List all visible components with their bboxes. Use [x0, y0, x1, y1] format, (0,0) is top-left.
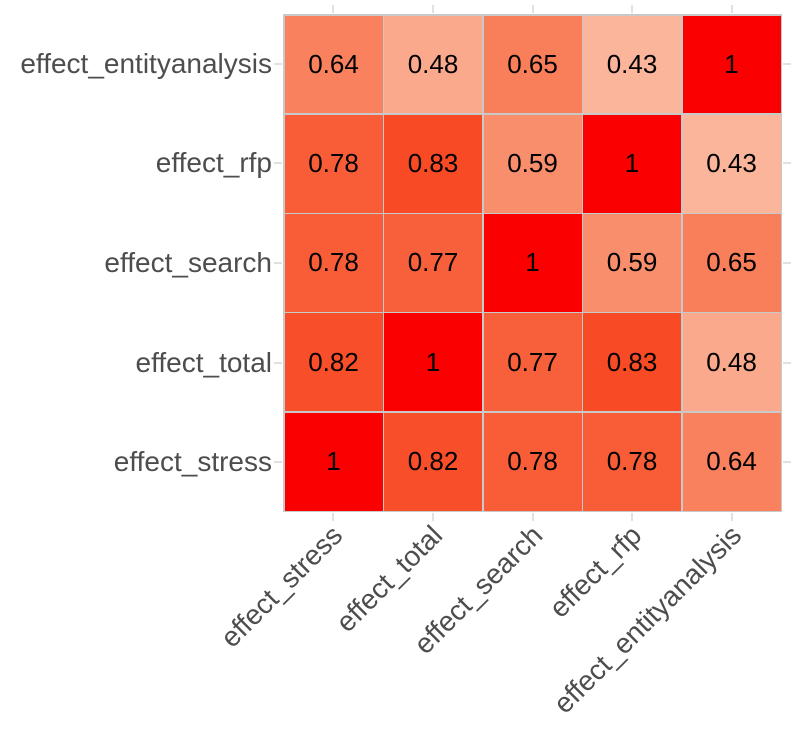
- heatmap-cell: 1: [583, 114, 681, 213]
- heatmap-cell: 0.82: [384, 412, 482, 511]
- heatmap-cell: 1: [284, 412, 383, 511]
- heatmap-cell: 0.77: [483, 313, 582, 412]
- heatmap-grid: 0.64 0.48 0.65 0.43 1 0.78 0.83 0.59 1 0.43 0.78 0.…: [283, 14, 782, 512]
- cell-value: 0.82: [407, 446, 459, 477]
- axis-tick: [274, 361, 282, 364]
- cell-value: 0.82: [308, 346, 359, 377]
- cell-value: 0.78: [606, 446, 658, 477]
- heatmap-cell: 0.59: [483, 114, 582, 213]
- cell-value: 0.59: [507, 148, 558, 179]
- heatmap-cell: 0.48: [384, 15, 482, 114]
- heatmap-cell: 0.59: [583, 214, 681, 312]
- cell-value: 1: [425, 346, 441, 377]
- axis-tick: [783, 461, 791, 464]
- cell-value: 0.65: [507, 48, 558, 79]
- y-axis-label: effect_entityanalysis: [20, 47, 272, 79]
- cell-value: 0.64: [706, 446, 757, 477]
- axis-tick: [274, 461, 282, 464]
- cell-value: 0.78: [308, 247, 359, 278]
- heatmap-cell: 0.82: [284, 313, 383, 412]
- axis-tick: [531, 5, 534, 13]
- heatmap-cell: 0.78: [583, 412, 681, 511]
- heatmap-cell: 1: [682, 15, 781, 114]
- cell-value: 0.65: [706, 247, 757, 278]
- heatmap-cell: 1: [483, 214, 582, 312]
- heatmap-cell: 0.78: [284, 214, 383, 312]
- cell-value: 1: [525, 247, 540, 278]
- heatmap-cell: 0.78: [284, 114, 383, 213]
- cell-value: 0.48: [706, 346, 757, 377]
- cell-value: 0.78: [507, 446, 558, 477]
- axis-tick: [631, 5, 634, 13]
- y-axis-label: effect_rfp: [155, 147, 272, 179]
- axis-tick: [783, 162, 791, 165]
- axis-tick: [731, 513, 734, 521]
- heatmap-cell: 0.83: [583, 313, 681, 412]
- heatmap-cell: 0.78: [483, 412, 582, 511]
- y-axis-label: effect_total: [135, 346, 272, 378]
- heatmap-cell: 0.64: [284, 15, 383, 114]
- axis-tick: [331, 5, 334, 13]
- y-axis-label: effect_search: [104, 247, 272, 278]
- axis-tick: [783, 262, 791, 264]
- cell-value: 1: [326, 446, 341, 477]
- cell-value: 0.64: [308, 48, 359, 79]
- heatmap-cell: 0.43: [583, 15, 681, 114]
- axis-tick: [731, 5, 734, 13]
- cell-value: 0.43: [606, 48, 658, 79]
- axis-tick: [331, 513, 334, 521]
- axis-tick: [631, 513, 634, 521]
- cell-value: 0.59: [606, 247, 658, 278]
- axis-tick: [431, 513, 434, 521]
- axis-tick: [783, 62, 791, 65]
- axis-tick: [531, 513, 534, 521]
- axis-tick: [274, 262, 282, 264]
- heatmap-cell: 0.48: [682, 313, 781, 412]
- cell-value: 0.77: [507, 346, 558, 377]
- axis-tick: [274, 162, 282, 165]
- cell-value: 1: [624, 148, 640, 179]
- heatmap-cell: 0.65: [483, 15, 582, 114]
- cell-value: 0.48: [407, 48, 459, 79]
- cell-value: 0.78: [308, 148, 359, 179]
- x-axis-label: effect_stress: [214, 519, 349, 654]
- cell-value: 1: [724, 48, 739, 79]
- cell-value: 0.83: [606, 346, 658, 377]
- y-axis-label: effect_stress: [113, 446, 272, 478]
- heatmap-cell: 0.64: [682, 412, 781, 511]
- heatmap-cell: 0.43: [682, 114, 781, 213]
- axis-tick: [431, 5, 434, 13]
- cell-value: 0.77: [407, 247, 459, 278]
- heatmap-cell: 0.77: [384, 214, 482, 312]
- cell-value: 0.83: [407, 148, 459, 179]
- cell-value: 0.43: [706, 148, 757, 179]
- axis-tick: [274, 62, 282, 65]
- heatmap-cell: 0.65: [682, 214, 781, 312]
- heatmap-cell: 0.83: [384, 114, 482, 213]
- heatmap-cell: 1: [384, 313, 482, 412]
- axis-tick: [783, 361, 791, 364]
